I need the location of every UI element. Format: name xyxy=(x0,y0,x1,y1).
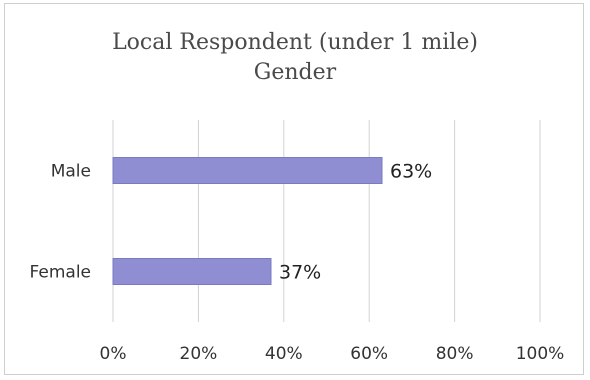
value-label-female: 37% xyxy=(279,262,321,284)
x-tick-label-2: 40% xyxy=(265,344,303,364)
bar-male xyxy=(112,157,383,184)
value-label-male: 63% xyxy=(390,161,432,183)
chart-frame xyxy=(4,3,584,375)
category-label-male: Male xyxy=(51,162,91,182)
category-label-female: Female xyxy=(30,263,91,283)
value-labels: 63% 37% xyxy=(279,161,432,284)
x-tick-label-4: 80% xyxy=(436,344,474,364)
x-tick-label-5: 100% xyxy=(516,344,565,364)
chart-title: Local Respondent (under 1 mile) xyxy=(112,30,478,55)
x-tick-label-3: 60% xyxy=(350,344,388,364)
bars xyxy=(112,157,383,285)
chart-subtitle: Gender xyxy=(253,60,337,85)
x-tick-label-1: 20% xyxy=(180,344,218,364)
bar-female xyxy=(112,258,272,285)
x-tick-labels: 0% 20% 40% 60% 80% 100% xyxy=(100,344,565,364)
grid-lines xyxy=(112,120,541,322)
category-labels: Male Female xyxy=(30,162,91,283)
x-tick-label-0: 0% xyxy=(100,344,127,364)
